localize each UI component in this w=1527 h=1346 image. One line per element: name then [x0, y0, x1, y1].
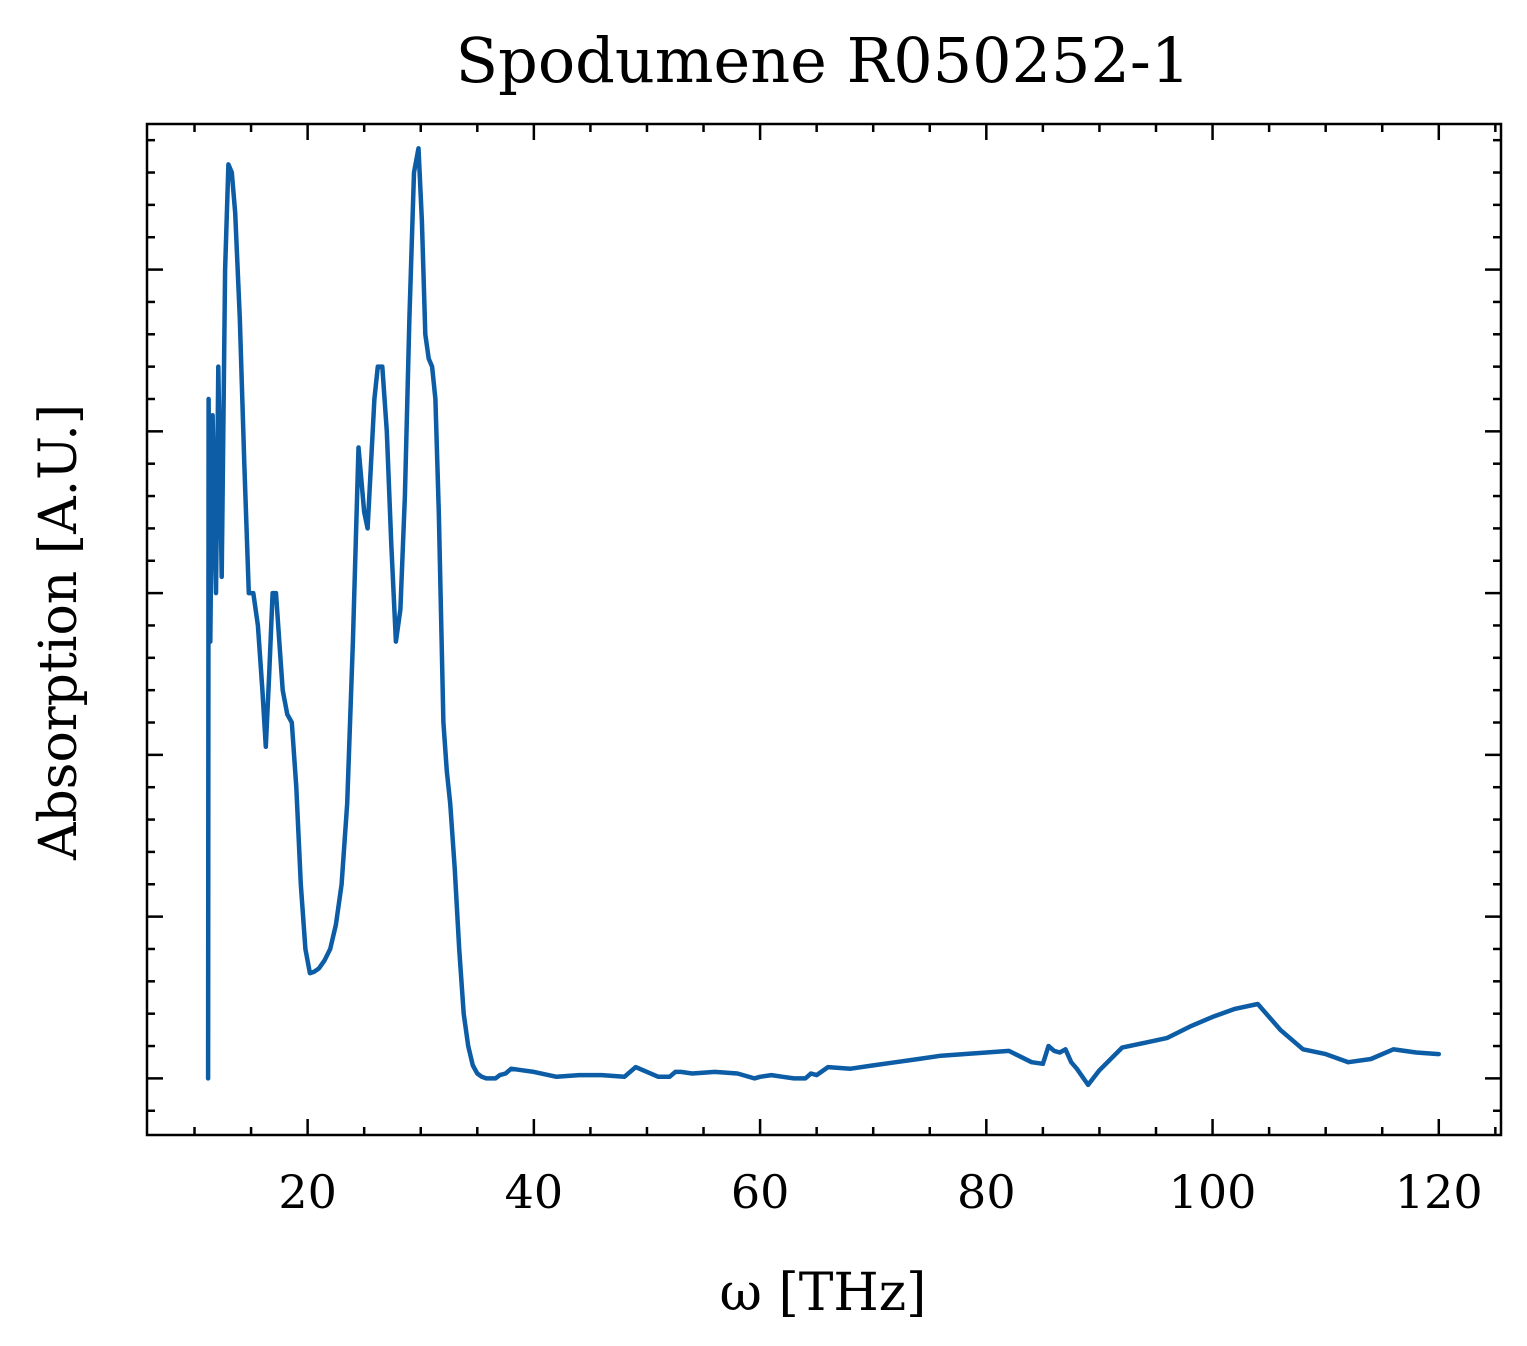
x-tick-label: 120: [1395, 1165, 1483, 1219]
x-tick-label: 80: [957, 1165, 1016, 1219]
plot-frame: [145, 122, 1503, 1137]
x-tick-label: 20: [278, 1165, 337, 1219]
series-group: [205, 146, 1442, 1088]
x-tick-label: 100: [1169, 1165, 1257, 1219]
absorption-series-line: [205, 146, 1442, 1088]
chart-title: Spodumene R050252-1: [456, 24, 1191, 97]
x-tick-label: 40: [505, 1165, 564, 1219]
x-tick-labels: 20 40 60 80 100 120: [278, 1165, 1482, 1219]
y-axis-label: Absorption [A.U.]: [29, 404, 89, 861]
axis-ticks: [147, 124, 1501, 1135]
x-axis-label: ω [THz]: [720, 1263, 927, 1323]
x-tick-label: 60: [731, 1165, 790, 1219]
